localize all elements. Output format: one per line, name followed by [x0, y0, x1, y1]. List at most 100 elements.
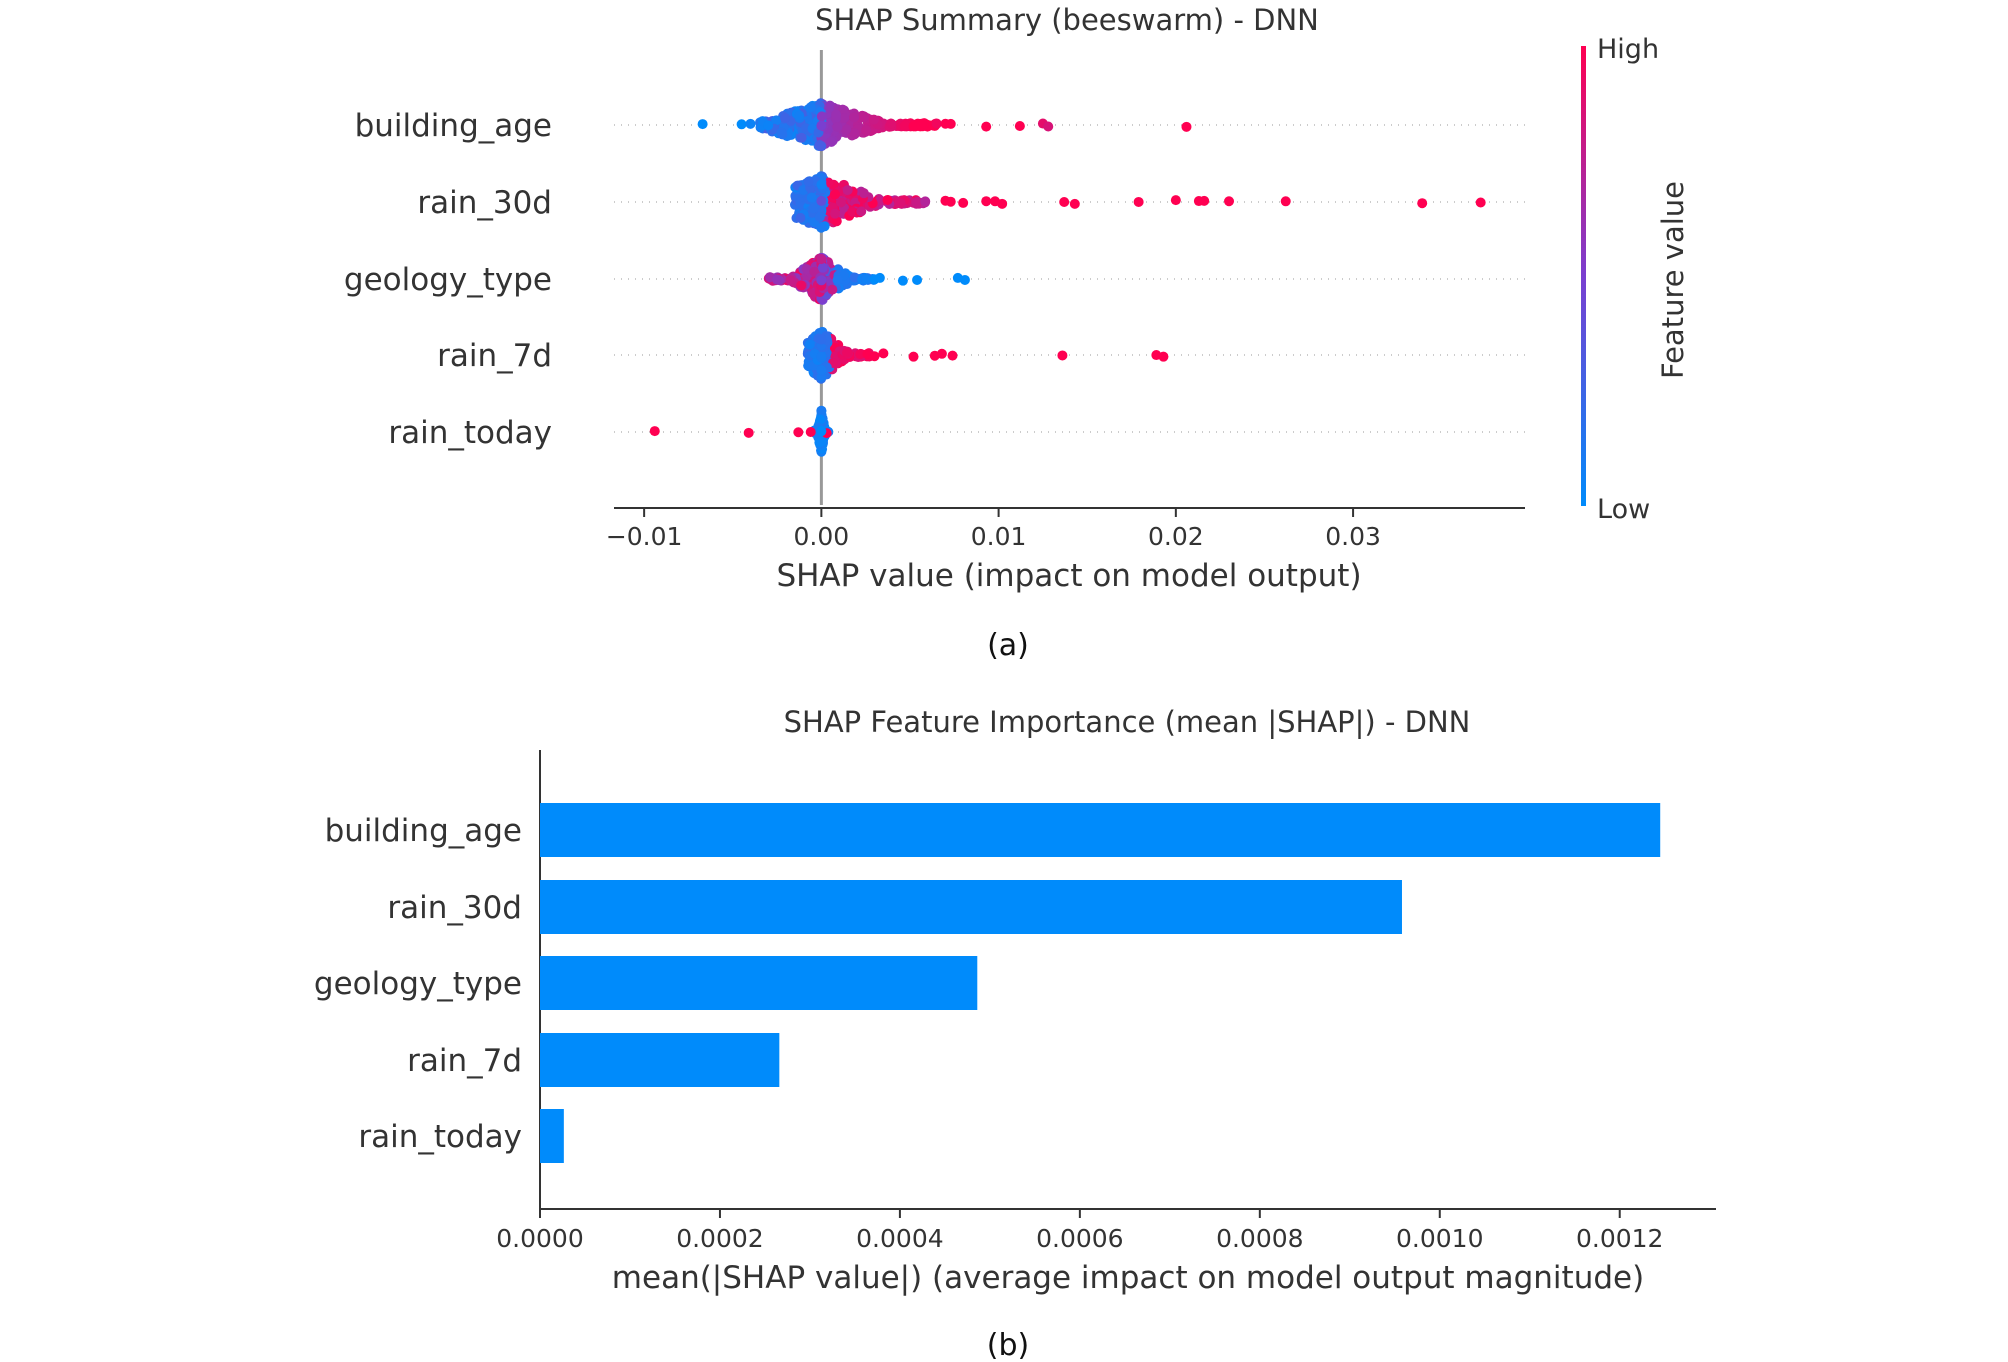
beeswarm-point: [882, 194, 893, 205]
beeswarm-point: [785, 275, 796, 286]
bar-x-tick-label: 0.0010: [1396, 1224, 1483, 1253]
beeswarm-point: [878, 348, 889, 359]
beeswarm-point: [1199, 195, 1210, 206]
beeswarm-point: [823, 103, 834, 114]
bar-category-label: building_age: [325, 813, 522, 849]
beeswarm-feature-label: rain_today: [388, 415, 552, 451]
bar-building_age: [540, 803, 1661, 857]
beeswarm-point: [1475, 197, 1486, 208]
beeswarm-point: [947, 350, 958, 361]
beeswarm-point: [763, 120, 774, 131]
beeswarm-point: [814, 211, 825, 222]
beeswarm-point: [1057, 350, 1068, 361]
beeswarm-point: [697, 119, 708, 130]
beeswarm-point: [911, 198, 922, 209]
beeswarm-point: [981, 121, 992, 132]
bar-x-tick-label: 0.0012: [1576, 1224, 1663, 1253]
bar-x-tick-label: 0.0002: [676, 1224, 763, 1253]
beeswarm-point: [945, 118, 956, 129]
caption-b: (b): [987, 1328, 1029, 1362]
beeswarm-point: [736, 119, 747, 130]
beeswarm-feature-label: rain_30d: [417, 185, 552, 221]
beeswarm-point: [743, 427, 754, 438]
beeswarm-point: [945, 196, 956, 207]
beeswarm-feature-label: rain_7d: [437, 338, 552, 374]
beeswarm-x-tick-label: 0.00: [794, 522, 850, 551]
beeswarm-point: [936, 348, 947, 359]
beeswarm-point: [816, 275, 827, 286]
bar-category-label: rain_today: [358, 1119, 522, 1155]
beeswarm-point: [858, 188, 869, 199]
beeswarm-point: [920, 196, 931, 207]
bar-category-labels: building_age rain_30d geology_type rain_7dr…: [314, 813, 522, 1155]
beeswarm-point: [772, 274, 783, 285]
bar-bars: [540, 803, 1661, 1163]
bar-x-tick-label: 0.0006: [1036, 1224, 1123, 1253]
beeswarm-point: [1417, 198, 1428, 209]
beeswarm-point: [1069, 198, 1080, 209]
beeswarm-point: [805, 102, 816, 113]
colorbar-title: Feature value: [1656, 181, 1690, 379]
bar-category-label: rain_7d: [407, 1043, 522, 1079]
beeswarm-row-guides: [614, 124, 1525, 433]
beeswarm-feature-label: geology_type: [344, 262, 552, 298]
bar-x-tick-label: 0.0008: [1216, 1224, 1303, 1253]
beeswarm-x-tick-label: 0.01: [971, 522, 1027, 551]
beeswarm-point: [1280, 196, 1291, 207]
beeswarm-x-tick-label: −0.01: [606, 522, 683, 551]
bar-x-ticks: 0.0000 0.0002 0.0004 0.0006 0.0008 0.0010 0.00…: [496, 1209, 1663, 1253]
beeswarm-point: [861, 125, 872, 136]
beeswarm-point: [817, 262, 828, 273]
beeswarm-point: [1224, 196, 1235, 207]
beeswarm-point: [803, 176, 814, 187]
beeswarm-point: [849, 127, 860, 138]
beeswarm-point: [842, 347, 853, 358]
beeswarm-point: [816, 254, 827, 265]
beeswarm-point: [849, 112, 860, 123]
bar-chart: SHAP Feature Importance (mean |SHAP|) - …: [314, 705, 1716, 1362]
beeswarm-point: [874, 272, 885, 283]
beeswarm-point: [841, 124, 852, 135]
beeswarm-x-tick-label: 0.03: [1325, 522, 1381, 551]
beeswarm-point: [830, 189, 841, 200]
beeswarm-point: [997, 198, 1008, 209]
caption-a: (a): [987, 628, 1029, 663]
beeswarm-point: [856, 206, 867, 217]
beeswarm-point: [745, 118, 756, 129]
beeswarm-point: [908, 351, 919, 362]
beeswarm-point: [875, 195, 886, 206]
beeswarm-x-label: SHAP value (impact on model output): [776, 558, 1361, 594]
beeswarm-point: [816, 120, 827, 131]
beeswarm-point: [816, 351, 827, 362]
beeswarm-point: [649, 426, 660, 437]
beeswarm-point: [808, 203, 819, 214]
beeswarm-x-tick-label: 0.02: [1148, 522, 1204, 551]
beeswarm-feature-labels: building_age rain_30d geology_type rain_7dr…: [344, 108, 552, 451]
beeswarm-point: [868, 114, 879, 125]
beeswarm-point: [1170, 195, 1181, 206]
beeswarm-point: [832, 274, 843, 285]
beeswarm-point: [794, 110, 805, 121]
bar-rain_7d: [540, 1033, 780, 1087]
bar-rain_30d: [540, 880, 1402, 934]
beeswarm-point: [858, 112, 869, 123]
beeswarm-point: [869, 351, 880, 362]
beeswarm-point: [806, 192, 817, 203]
beeswarm-chart: SHAP Summary (beeswarm) - DNN building_a…: [344, 3, 1690, 663]
bar-title: SHAP Feature Importance (mean |SHAP|) - …: [784, 705, 1471, 739]
bar-rain_today: [540, 1109, 564, 1163]
beeswarm-feature-label: building_age: [355, 108, 552, 144]
beeswarm-title: SHAP Summary (beeswarm) - DNN: [815, 3, 1319, 37]
beeswarm-point: [1043, 121, 1054, 132]
bar-category-label: rain_30d: [387, 890, 522, 926]
beeswarm-point: [847, 206, 858, 217]
beeswarm-point: [959, 274, 970, 285]
beeswarm-point: [827, 284, 838, 295]
beeswarm-point: [1014, 121, 1025, 132]
beeswarm-point: [839, 112, 850, 123]
beeswarm-point: [814, 140, 825, 151]
beeswarm-point: [1133, 196, 1144, 207]
beeswarm-point: [886, 118, 897, 129]
beeswarm-point: [908, 121, 919, 132]
